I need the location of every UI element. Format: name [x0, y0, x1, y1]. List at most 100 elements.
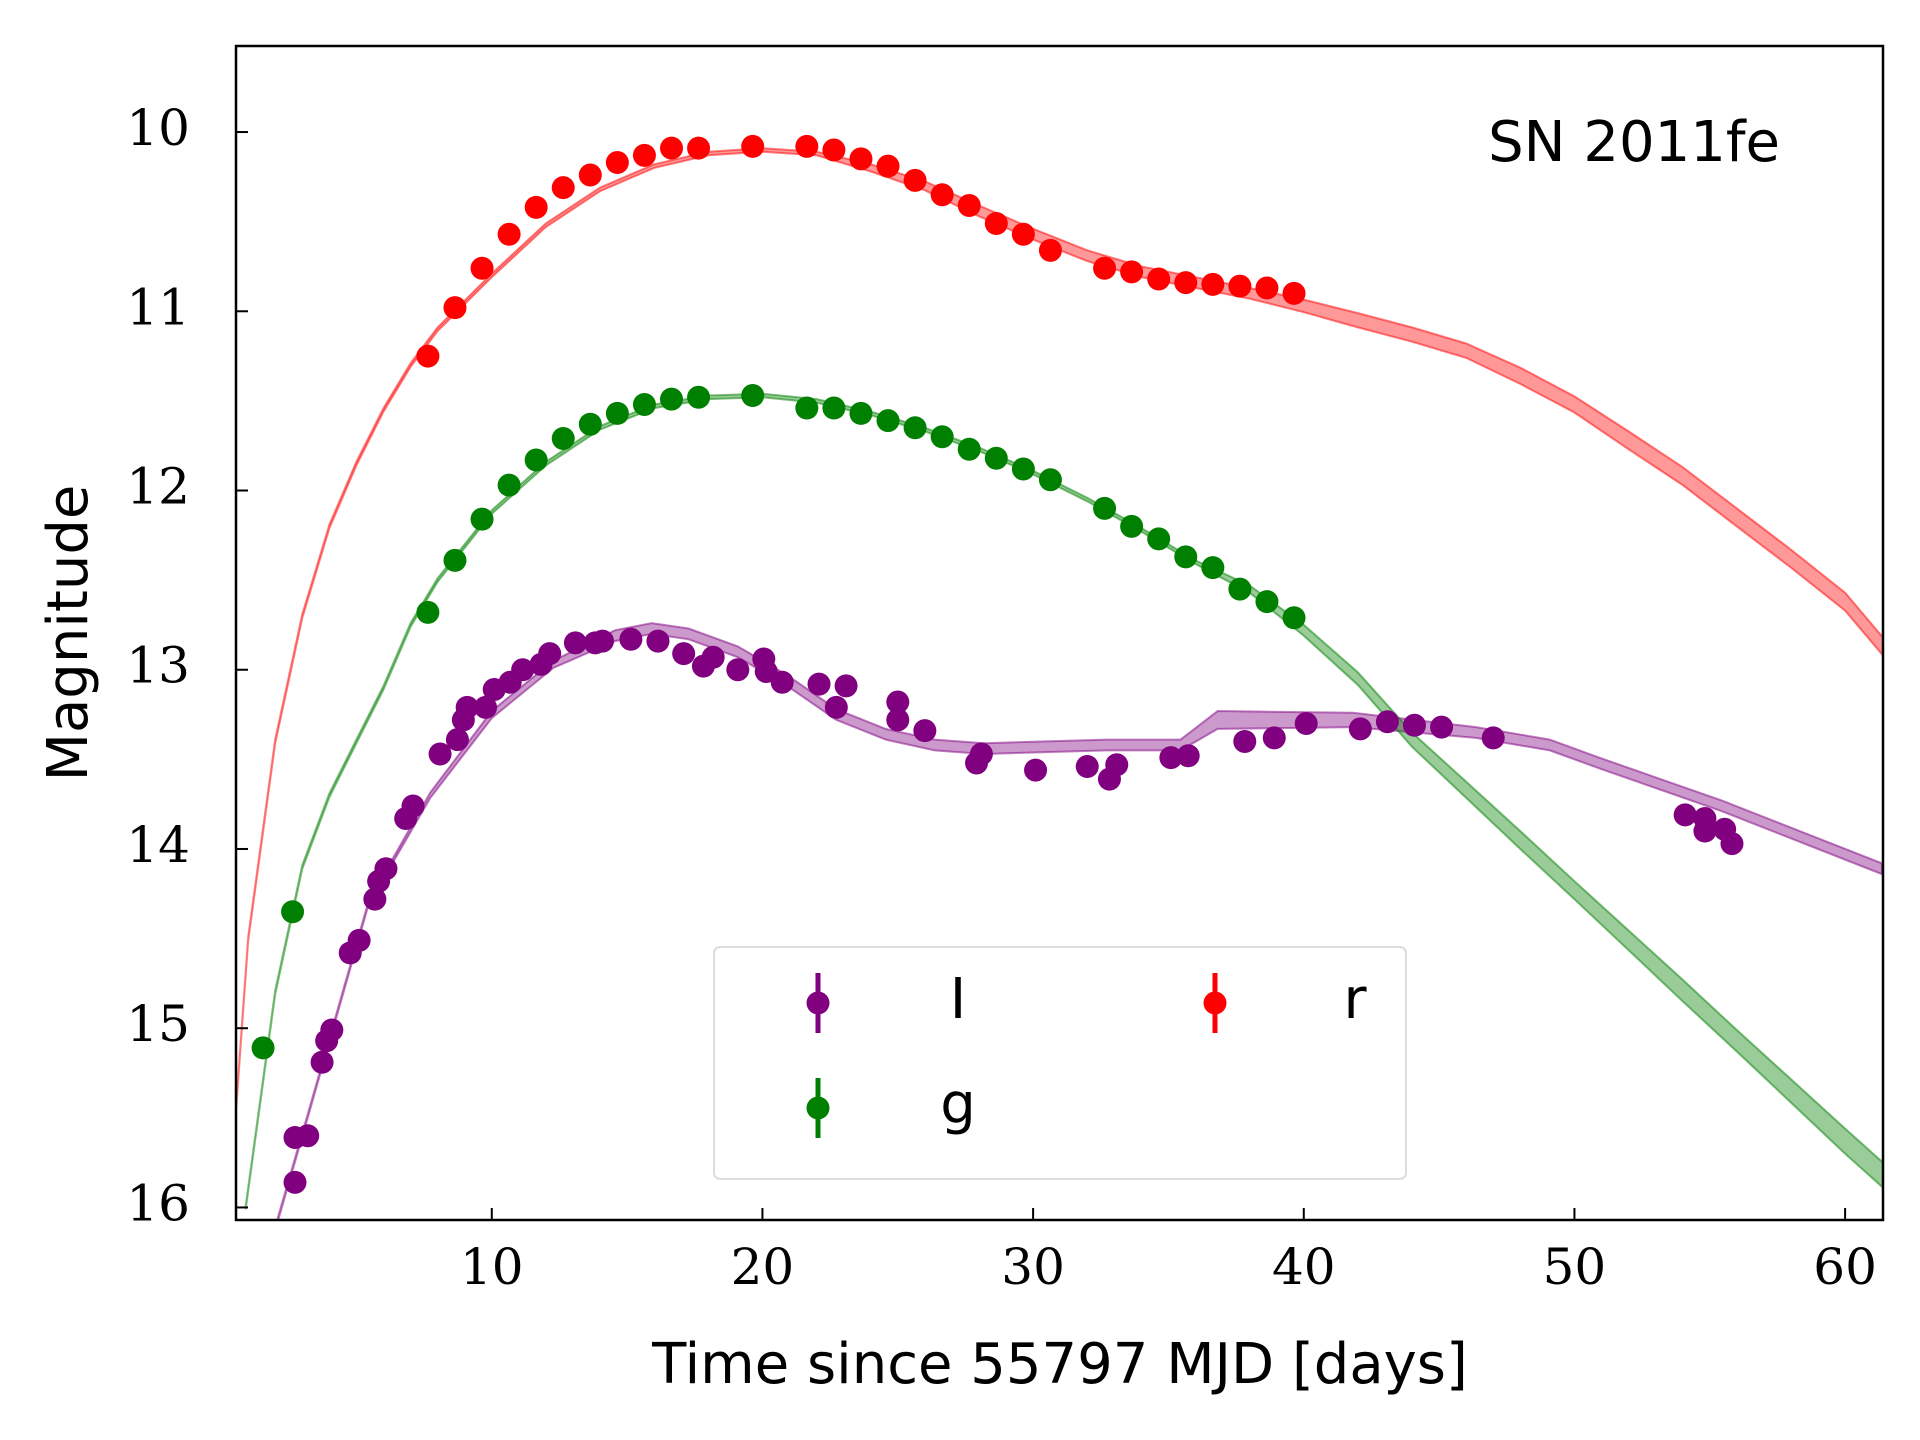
- data-point: [1120, 514, 1144, 538]
- plot-frame: [234, 44, 1885, 1222]
- data-point: [741, 384, 765, 408]
- data-point: [1176, 744, 1200, 768]
- data-point: [672, 642, 696, 666]
- data-point: [1024, 758, 1048, 782]
- data-point: [824, 695, 848, 719]
- data-point: [701, 645, 725, 669]
- data-point: [632, 392, 656, 416]
- data-point: [524, 448, 548, 472]
- data-point: [1693, 819, 1717, 843]
- data-point: [1255, 276, 1279, 300]
- x-axis-label: Time since 55797 MJD [days]: [651, 1332, 1468, 1397]
- data-point: [470, 507, 494, 531]
- y-tick-label: 13: [126, 637, 190, 695]
- data-point: [1075, 755, 1099, 779]
- data-point: [1228, 274, 1252, 298]
- data-point: [876, 154, 900, 178]
- data-point: [1038, 238, 1062, 262]
- data-point: [551, 427, 575, 451]
- y-tick-label: 15: [126, 995, 190, 1053]
- data-point: [1174, 271, 1198, 295]
- data-point: [1147, 267, 1171, 291]
- legend-marker: [806, 991, 830, 1015]
- data-point: [984, 211, 1008, 235]
- annotation: SN 2011fe: [1488, 110, 1780, 175]
- data-point: [687, 385, 711, 409]
- legend-label: I: [950, 967, 967, 1032]
- data-point: [741, 134, 765, 158]
- data-point: [524, 195, 548, 219]
- data-point: [886, 690, 910, 714]
- legend-label: g: [940, 1072, 976, 1137]
- data-point: [1174, 545, 1198, 569]
- data-point: [903, 416, 927, 440]
- data-point: [1430, 715, 1454, 739]
- data-point: [497, 222, 521, 246]
- data-point: [1233, 729, 1257, 753]
- data-point: [1348, 717, 1372, 741]
- data-point: [1120, 260, 1144, 284]
- data-point: [1282, 281, 1306, 305]
- legend-box: [713, 946, 1407, 1180]
- data-point: [578, 412, 602, 436]
- y-tick-label: 16: [126, 1174, 190, 1232]
- data-point: [1402, 713, 1426, 737]
- data-point: [660, 387, 684, 411]
- data-point: [455, 695, 479, 719]
- data-point: [876, 409, 900, 433]
- data-point: [903, 168, 927, 192]
- data-point: [849, 401, 873, 425]
- data-point: [822, 138, 846, 162]
- data-point: [470, 256, 494, 280]
- data-point: [660, 136, 684, 160]
- data-point: [320, 1018, 344, 1042]
- data-point: [930, 425, 954, 449]
- data-point: [1159, 746, 1183, 770]
- data-point: [619, 627, 643, 651]
- data-point: [646, 629, 670, 653]
- data-point: [687, 136, 711, 160]
- data-point: [578, 163, 602, 187]
- data-point: [632, 143, 656, 167]
- data-point: [590, 629, 614, 653]
- model-band: [236, 147, 1883, 1111]
- data-point: [984, 446, 1008, 470]
- data-point: [795, 396, 819, 420]
- data-point: [1201, 272, 1225, 296]
- x-tick-label: 40: [1272, 1238, 1336, 1296]
- data-point: [374, 857, 398, 881]
- data-point: [1011, 457, 1035, 481]
- axes: 10 20 30 40 50 60 10 11 12 13 14 15 16: [126, 99, 1877, 1296]
- data-point: [1093, 256, 1117, 280]
- y-tick-label: 12: [126, 458, 190, 516]
- legend-label: r: [1343, 967, 1367, 1032]
- x-tick-label: 30: [1001, 1238, 1065, 1296]
- data-point: [726, 658, 750, 682]
- x-tick-label: 50: [1543, 1238, 1607, 1296]
- data-point: [1282, 606, 1306, 630]
- data-point: [445, 728, 469, 752]
- data-point: [511, 658, 535, 682]
- data-point: [416, 600, 440, 624]
- x-tick-label: 20: [731, 1238, 795, 1296]
- y-axis-label: Magnitude: [36, 485, 101, 782]
- data-point: [538, 642, 562, 666]
- data-point: [1228, 577, 1252, 601]
- data-point: [1720, 832, 1744, 856]
- data-point: [1201, 556, 1225, 580]
- legend-marker: [806, 1096, 830, 1120]
- y-tick-label: 14: [126, 816, 190, 874]
- data-point: [605, 151, 629, 175]
- data-point: [849, 147, 873, 171]
- data-point: [1011, 222, 1035, 246]
- data-point: [296, 1124, 320, 1148]
- data-point: [1294, 712, 1318, 736]
- data-point: [1147, 527, 1171, 551]
- data-point: [443, 548, 467, 572]
- data-point: [969, 742, 993, 766]
- data-point: [605, 401, 629, 425]
- data-point: [1262, 726, 1286, 750]
- legend-marker: [1203, 991, 1227, 1015]
